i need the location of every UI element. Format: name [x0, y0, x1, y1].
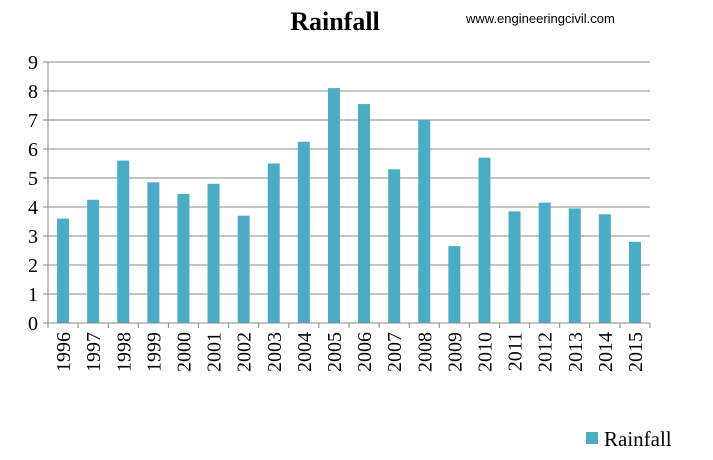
bar	[538, 202, 551, 323]
y-tick-label: 8	[28, 81, 38, 103]
y-tick-label: 3	[28, 226, 38, 248]
chart-title: Rainfall	[290, 7, 380, 36]
bar	[628, 241, 641, 323]
x-tick-label: 2007	[384, 332, 406, 372]
bar	[598, 214, 611, 323]
x-tick-label: 1999	[143, 332, 165, 372]
bars	[57, 88, 641, 323]
grid-lines	[48, 61, 650, 324]
x-tick-label: 2008	[414, 332, 436, 372]
y-tick-label: 4	[28, 197, 38, 219]
bar	[418, 120, 431, 323]
x-tick-label: 2004	[294, 332, 316, 372]
bar	[57, 218, 70, 323]
bar	[478, 157, 491, 323]
x-tick-label: 2002	[234, 332, 256, 372]
bar	[297, 141, 310, 323]
x-tick-label: 2009	[444, 332, 466, 372]
bar	[147, 182, 160, 323]
axes	[47, 62, 650, 324]
legend-label: Rainfall	[604, 427, 672, 451]
y-axis-ticks: 0 1 2 3 4 5 6 7 8 9	[28, 52, 48, 335]
x-tick-label: 2010	[474, 332, 496, 372]
legend-swatch	[586, 432, 598, 444]
y-tick-label: 6	[28, 139, 38, 161]
y-tick-label: 2	[28, 255, 38, 277]
bar	[87, 199, 100, 323]
bar	[327, 88, 340, 323]
x-tick-label: 2006	[354, 332, 376, 372]
x-tick-label: 1998	[113, 332, 135, 372]
x-tick-label: 1997	[83, 332, 105, 372]
bar	[237, 215, 250, 323]
x-tick-label: 2012	[535, 332, 557, 372]
y-tick-label: 9	[28, 52, 38, 74]
x-tick-label: 2005	[324, 332, 346, 372]
bar	[388, 169, 401, 323]
x-tick-label: 2001	[204, 332, 226, 372]
y-tick-label: 5	[28, 168, 38, 190]
x-tick-label: 2014	[595, 332, 617, 372]
x-tick-label: 2015	[625, 332, 647, 372]
x-tick-label: 2011	[505, 332, 527, 371]
bar	[207, 183, 220, 323]
x-tick-label: 2000	[173, 332, 195, 372]
x-tick-label: 1996	[53, 332, 75, 372]
bar	[267, 163, 280, 323]
legend: Rainfall	[586, 427, 672, 451]
y-tick-label: 0	[28, 313, 38, 335]
bar	[508, 211, 521, 323]
bar	[448, 246, 461, 323]
bar	[568, 208, 581, 323]
bar	[117, 160, 130, 323]
bar	[358, 104, 371, 323]
watermark-text: www.engineeringcivil.com	[465, 11, 615, 26]
bar	[177, 193, 190, 323]
y-tick-label: 7	[28, 110, 38, 132]
x-axis-ticks: 1996 1997 1998 1999 2000 2001 2002 2003 2004 2005…	[47, 323, 651, 372]
x-tick-label: 2003	[264, 332, 286, 372]
y-tick-label: 1	[28, 284, 38, 306]
x-tick-label: 2013	[565, 332, 587, 372]
